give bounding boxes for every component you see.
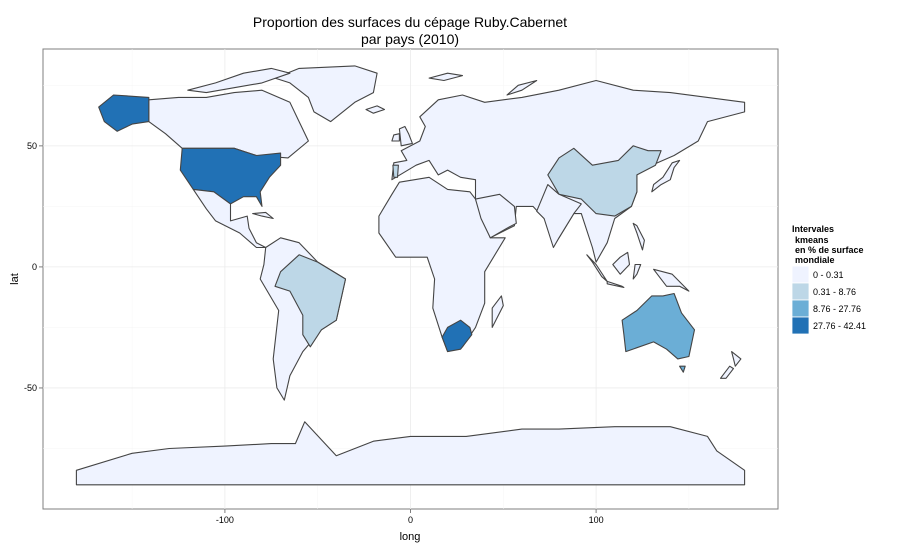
country-novaya-zemlya	[506, 79, 538, 96]
x-tick-label: 100	[589, 515, 604, 525]
country-arabia	[474, 193, 517, 239]
country-antarctica	[75, 421, 746, 486]
country-south-africa	[441, 319, 473, 353]
legend-swatch	[791, 265, 810, 284]
legend-label: 27.76 - 42.41	[813, 321, 866, 331]
country-new-zealand-south	[719, 365, 735, 379]
legend-label: 0 - 0.31	[813, 270, 844, 280]
country-africa	[378, 176, 506, 353]
y-tick-label: -50	[24, 383, 37, 393]
country-japan	[651, 159, 681, 193]
country-sumatra	[586, 254, 608, 282]
legend-swatch	[791, 282, 810, 301]
country-china	[547, 145, 662, 217]
country-tasmania	[679, 365, 686, 373]
country-borneo	[612, 251, 631, 275]
x-axis: -100 0 100	[216, 509, 604, 525]
x-axis-label: long	[400, 531, 421, 543]
country-ireland	[391, 133, 400, 142]
x-tick-label: 0	[408, 515, 413, 525]
land-layer	[75, 65, 746, 486]
country-java	[606, 280, 625, 289]
country-cuba	[252, 211, 274, 220]
country-mexico-central-america	[192, 188, 267, 249]
chart-title-line-1: Proportion des surfaces du cépage Ruby.C…	[253, 14, 567, 30]
country-new-zealand-north	[731, 351, 742, 367]
legend-label: 8.76 - 27.76	[813, 304, 861, 314]
country-portugal	[392, 164, 399, 178]
legend-swatch	[791, 299, 810, 318]
country-canada	[148, 89, 309, 159]
country-madagascar	[491, 295, 504, 328]
legend-swatch	[791, 316, 810, 335]
country-brazil	[274, 254, 347, 348]
country-india	[536, 184, 582, 249]
x-tick-label: -100	[216, 515, 234, 525]
legend-title-line-1: Intervales	[792, 224, 834, 234]
country-australia	[621, 292, 696, 360]
country-philippines	[632, 222, 645, 251]
y-axis-label: lat	[9, 273, 21, 285]
country-iceland	[365, 105, 386, 114]
country-new-guinea	[653, 268, 690, 292]
legend-title-line-3: en % de surface	[795, 245, 864, 255]
country-arctic-islands	[187, 67, 291, 94]
y-tick-label: 50	[27, 141, 37, 151]
y-tick-label: 0	[32, 262, 37, 272]
y-axis: -50 0 50	[24, 141, 43, 393]
legend-title-line-4: mondiale	[795, 255, 835, 265]
country-scandinavia-islands	[428, 72, 464, 82]
country-greenland	[274, 65, 378, 123]
country-sulawesi	[632, 263, 642, 280]
legend: Intervales kmeans en % de surface mondia…	[791, 224, 866, 335]
country-alaska	[98, 94, 150, 132]
chart-title-line-2: par pays (2010)	[361, 31, 459, 47]
legend-title-line-2: kmeans	[795, 235, 829, 245]
legend-label: 0.31 - 8.76	[813, 287, 856, 297]
country-uk	[398, 125, 413, 147]
